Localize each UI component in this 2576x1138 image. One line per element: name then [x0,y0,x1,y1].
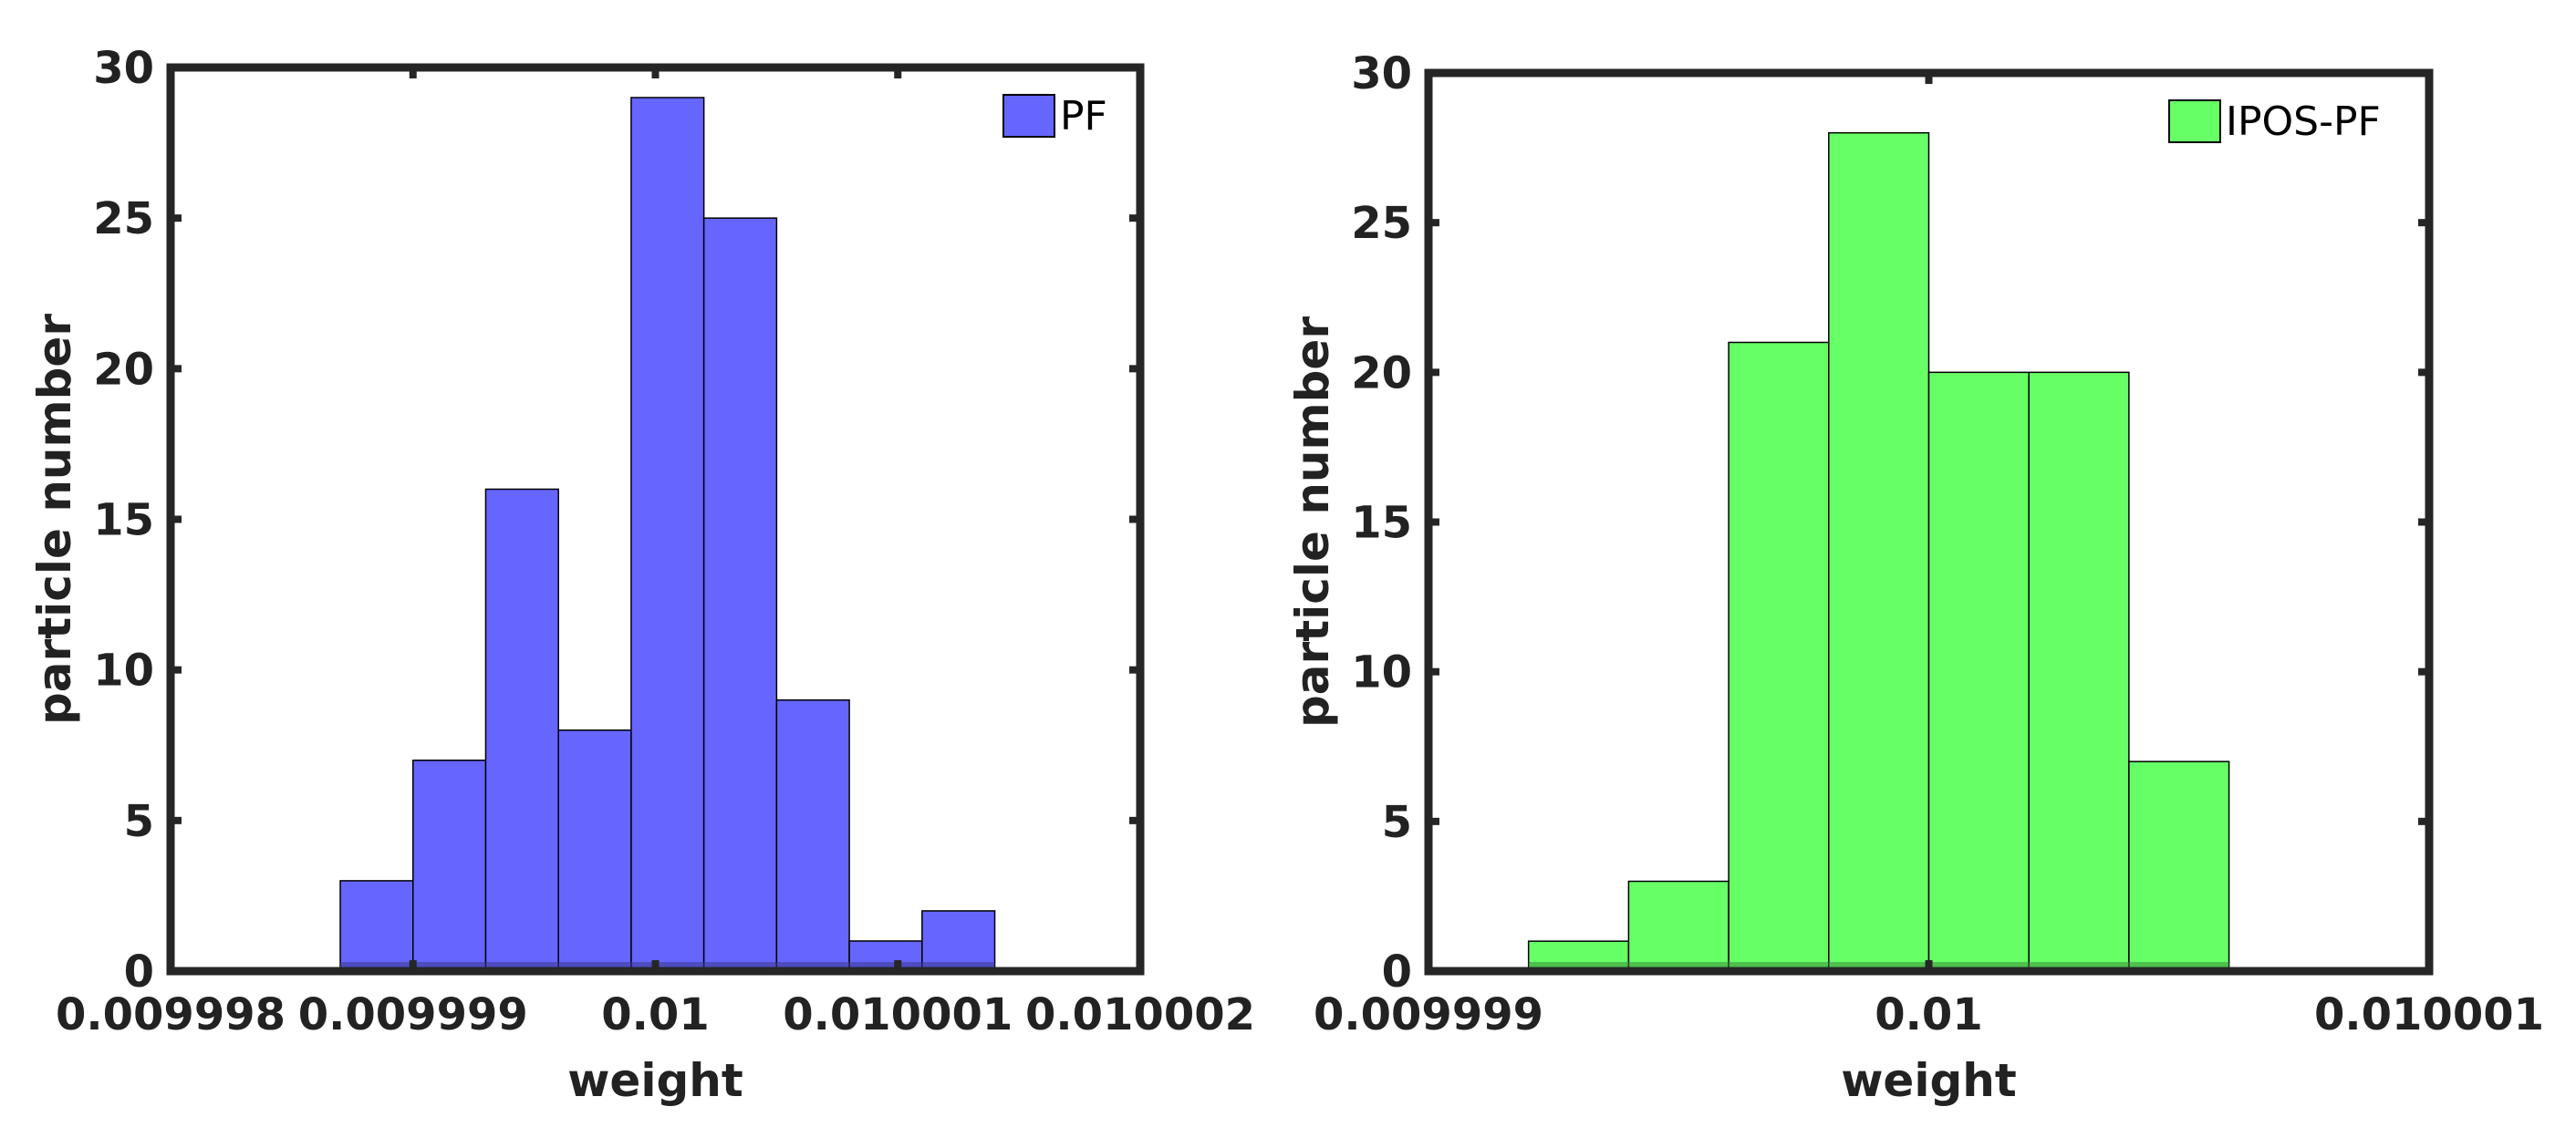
histogram-bar [1728,341,1830,972]
sample-rug [1528,962,2229,969]
histogram-bar [2128,760,2230,972]
x-tick-label: 0.009999 [298,989,528,1040]
y-tick-label: 15 [93,495,154,546]
y-tick-label: 10 [1351,647,1412,698]
y-axis-label: particle number [28,314,81,725]
histogram-bar [630,97,705,972]
histogram-bar [1627,880,1729,972]
histogram-bar [557,729,632,972]
y-tick-label: 5 [1382,797,1412,848]
y-tick-label: 0 [1382,947,1412,998]
x-tick-label: 0.009998 [56,989,286,1040]
x-tick-label: 0.01 [1875,989,1982,1040]
histogram-bar [1828,131,1930,972]
legend-label: PF [1060,93,1107,140]
x-tick-label: 0.009999 [1314,989,1543,1040]
y-tick-label: 25 [93,193,154,244]
x-tick-label: 0.010001 [2314,989,2544,1040]
y-axis-label: particle number [1286,316,1339,728]
chart-panel-1: 0 5 10 15 20 25 30 0.009998 0.009999 0.01 0.010001… [28,43,1255,1107]
histogram-bar [339,880,414,972]
sample-rug [340,962,995,969]
histogram-bar [2028,371,2130,972]
histogram-bar [921,910,996,972]
y-tick-label: 15 [1351,498,1412,549]
y-tick-label: 20 [1351,347,1412,398]
histogram-bar [484,488,559,972]
histogram-bar [412,760,487,972]
x-tick-label: 0.01 [601,989,709,1040]
legend-swatch [1002,94,1055,138]
y-tick-label: 0 [124,947,154,998]
y-tick-label: 30 [93,43,154,94]
histogram-bar [775,698,850,972]
chart-panel-2: 0 5 10 15 20 25 30 0.009999 0.01 0.010001 weight pa… [1286,48,2544,1107]
x-axis-label: weight [567,1054,743,1107]
y-tick-label: 5 [124,796,154,847]
histogram-bar [1927,371,2030,972]
legend-swatch [2168,99,2221,143]
x-axis-label: weight [1841,1054,2017,1107]
y-tick-label: 30 [1351,48,1412,99]
x-tick-label: 0.010001 [783,989,1013,1040]
x-tick-label: 0.010002 [1025,989,1255,1040]
histogram-bar [702,217,778,972]
y-tick-label: 10 [93,646,154,697]
y-tick-label: 20 [93,344,154,395]
legend-label: IPOS-PF [2226,98,2381,145]
y-tick-label: 25 [1351,198,1412,249]
